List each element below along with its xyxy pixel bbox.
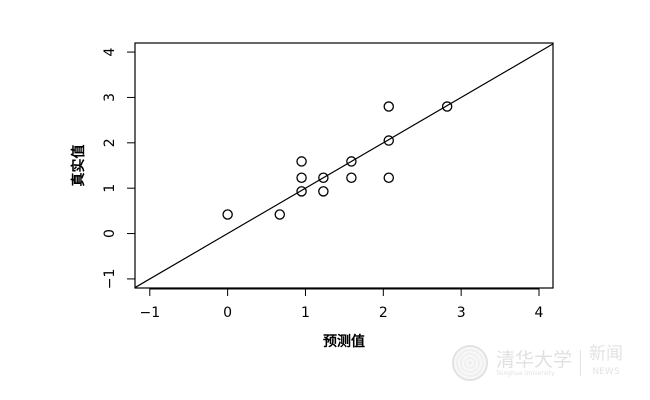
x-tick-label: 0 <box>223 305 232 321</box>
watermark-news-cn: 新闻 <box>589 344 624 364</box>
data-point <box>318 186 329 197</box>
data-point <box>346 172 357 183</box>
y-tick-label: 2 <box>102 138 118 147</box>
y-tick-label: 0 <box>102 229 118 238</box>
data-point <box>383 101 395 112</box>
watermark-subtitle: Tsinghua University <box>496 369 555 377</box>
x-tick-label: −1 <box>139 305 160 321</box>
reference-line-y-equals-x <box>134 43 554 289</box>
y-tick-label: −1 <box>102 269 118 290</box>
data-point <box>383 172 395 183</box>
x-tick-label: 2 <box>379 305 388 321</box>
x-tick-label: 4 <box>535 305 544 321</box>
data-point <box>296 186 307 197</box>
watermark-name: 清华大学 <box>496 348 573 371</box>
y-tick-label: 3 <box>102 93 118 102</box>
data-point <box>383 135 395 146</box>
data-point <box>296 156 307 167</box>
x-tick-label: 3 <box>457 305 466 321</box>
x-tick-label: 1 <box>301 305 310 321</box>
tsinghua-news-watermark: 清华大学 Tsinghua University 新闻 NEWS <box>452 345 623 381</box>
x-axis-label: 预测值 <box>323 333 365 350</box>
data-point <box>318 172 329 183</box>
y-tick-label: 4 <box>102 48 118 57</box>
data-point <box>222 209 233 220</box>
university-seal-logo <box>452 345 488 381</box>
y-axis-label: 真实值 <box>70 145 87 187</box>
data-point <box>274 209 286 220</box>
data-point <box>296 172 307 183</box>
watermark-news: 新闻 NEWS <box>589 345 623 381</box>
y-tick-label: 1 <box>102 184 118 193</box>
watermark-divider <box>580 350 582 376</box>
watermark-news-en: NEWS <box>592 367 620 377</box>
data-point <box>441 101 453 112</box>
data-point <box>346 156 357 167</box>
